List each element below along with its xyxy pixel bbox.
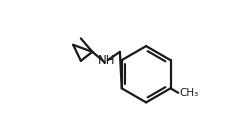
Text: CH₃: CH₃ bbox=[179, 88, 199, 98]
Text: NH: NH bbox=[98, 54, 115, 67]
